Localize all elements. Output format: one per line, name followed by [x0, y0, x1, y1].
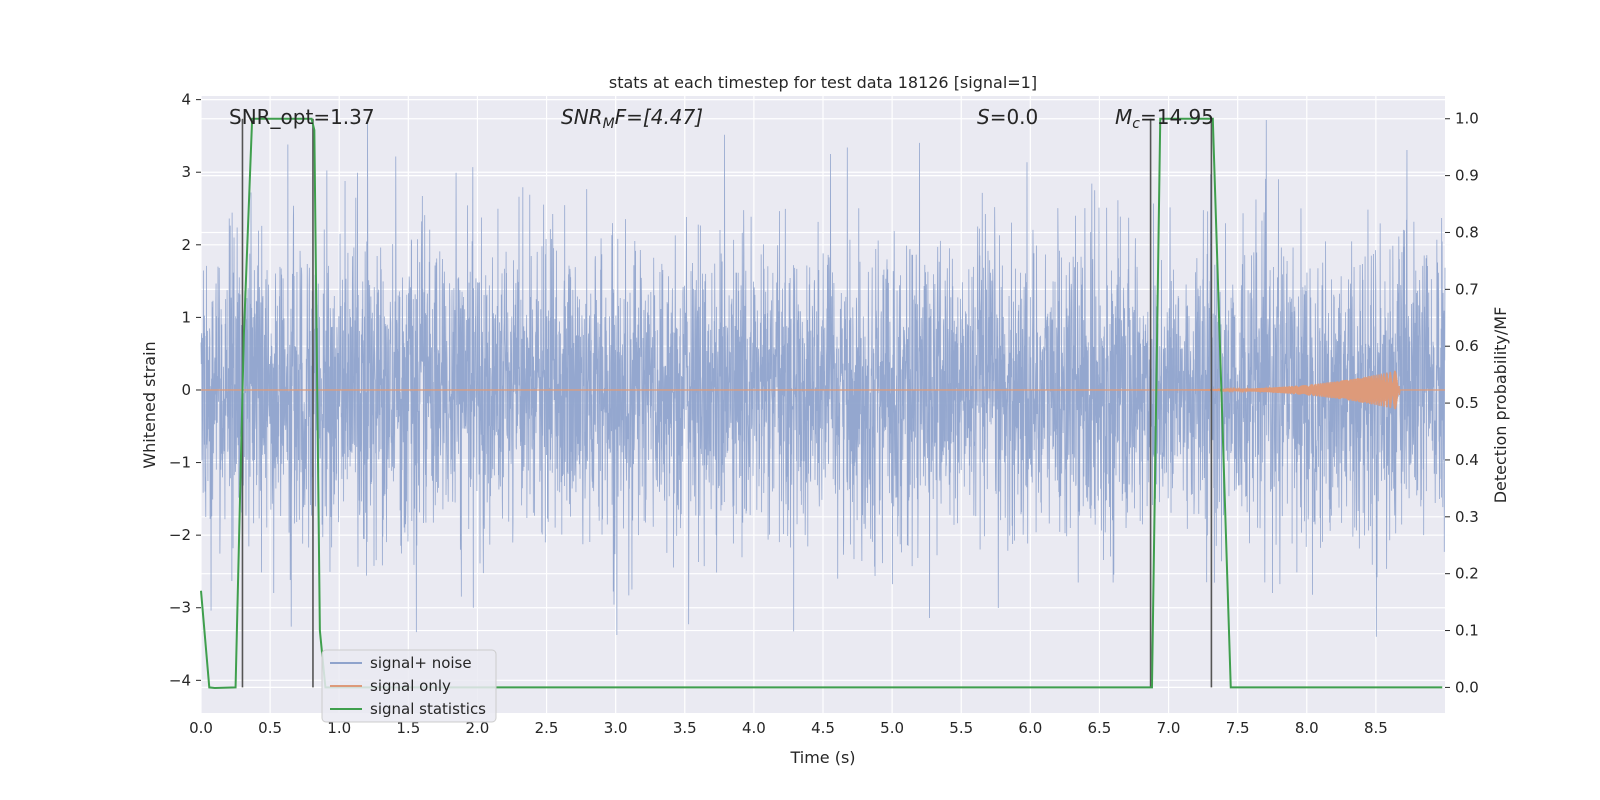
- y2-tick-label-2: 0.8: [1455, 223, 1479, 241]
- y2-tick-label-10: 0.0: [1455, 678, 1479, 696]
- y2-tick-label-4: 0.6: [1455, 337, 1479, 355]
- y-axis-label: Whitened strain: [140, 341, 159, 468]
- legend: signal+ noise signal only signal statist…: [321, 649, 497, 723]
- x-tick-label-13: 6.5: [1088, 719, 1112, 737]
- y2-tick-label-7: 0.3: [1455, 508, 1479, 526]
- x-tick-label-17: 8.5: [1364, 719, 1388, 737]
- annotation-snr-mf: SNRMF=[4.47]: [561, 105, 703, 132]
- x-tick-label-3: 1.5: [396, 719, 420, 737]
- annotation-s: S=0.0: [977, 105, 1038, 129]
- x-tick-label-12: 6.0: [1018, 719, 1042, 737]
- annotation-mc: Mc=14.95: [1115, 105, 1214, 132]
- y-tick-label-7: −3: [169, 599, 191, 617]
- signal-only-line: [201, 370, 1445, 410]
- y-tick-label-5: −1: [169, 454, 191, 472]
- x-tick-label-11: 5.5: [949, 719, 973, 737]
- y-tick-label-8: −4: [169, 671, 191, 689]
- x-tick-label-7: 3.5: [673, 719, 697, 737]
- y2-tick-label-0: 1.0: [1455, 110, 1479, 128]
- noise-line: [200, 119, 1446, 637]
- signal-only-series: [201, 370, 1445, 410]
- x-axis-label: Time (s): [789, 748, 855, 767]
- legend-label-signal: signal only: [370, 677, 451, 695]
- annotation-snr-opt: SNR_opt=1.37: [229, 105, 375, 129]
- y2-tick-label-5: 0.5: [1455, 394, 1479, 412]
- signal-statistics-line: [200, 117, 1443, 689]
- y-tick-labels: 4 3 2 1 0 −1 −2 −3 −4: [169, 91, 201, 689]
- x-tick-label-1: 0.5: [258, 719, 282, 737]
- y-tick-label-0: 4: [181, 91, 191, 109]
- y-tick-label-4: 0: [181, 381, 191, 399]
- legend-label-noise: signal+ noise: [370, 654, 472, 672]
- x-tick-label-2: 1.0: [327, 719, 351, 737]
- x-tick-label-5: 2.5: [535, 719, 559, 737]
- y-tick-label-2: 2: [181, 236, 191, 254]
- y2-tick-label-9: 0.1: [1455, 622, 1479, 640]
- x-tick-label-0: 0.0: [189, 719, 213, 737]
- x-tick-label-4: 2.0: [466, 719, 490, 737]
- legend-box: [321, 649, 497, 723]
- x-tick-label-15: 7.5: [1226, 719, 1250, 737]
- x-tick-label-6: 3.0: [604, 719, 628, 737]
- y2-tick-label-6: 0.4: [1455, 451, 1479, 469]
- y-tick-label-6: −2: [169, 526, 191, 544]
- y-tick-label-1: 3: [181, 163, 191, 181]
- x-tick-label-14: 7.0: [1157, 719, 1181, 737]
- x-tick-label-16: 8.0: [1295, 719, 1319, 737]
- y2-tick-label-8: 0.2: [1455, 565, 1479, 583]
- noise-series: [200, 119, 1446, 637]
- y-tick-label-3: 1: [181, 308, 191, 326]
- legend-label-stats: signal statistics: [370, 700, 486, 718]
- x-tick-label-9: 4.5: [811, 719, 835, 737]
- y2-axis-label: Detection probability/MF: [1491, 307, 1510, 504]
- chart-title: stats at each timestep for test data 181…: [609, 73, 1037, 92]
- signal-statistics-series: [200, 117, 1443, 689]
- y2-tick-label-1: 0.9: [1455, 167, 1479, 185]
- y2-tick-labels: 1.0 0.9 0.8 0.7 0.6 0.5 0.4 0.3 0.2 0.1 0.0: [1445, 110, 1479, 696]
- x-tick-label-10: 5.0: [880, 719, 904, 737]
- x-tick-labels: 0.0 0.5 1.0 1.5 2.0 2.5 3.0 3.5 4.0 4.5 5.0 5.5 6.0 6…: [189, 719, 1388, 737]
- y2-tick-label-3: 0.7: [1455, 280, 1479, 298]
- x-tick-label-8: 4.0: [742, 719, 766, 737]
